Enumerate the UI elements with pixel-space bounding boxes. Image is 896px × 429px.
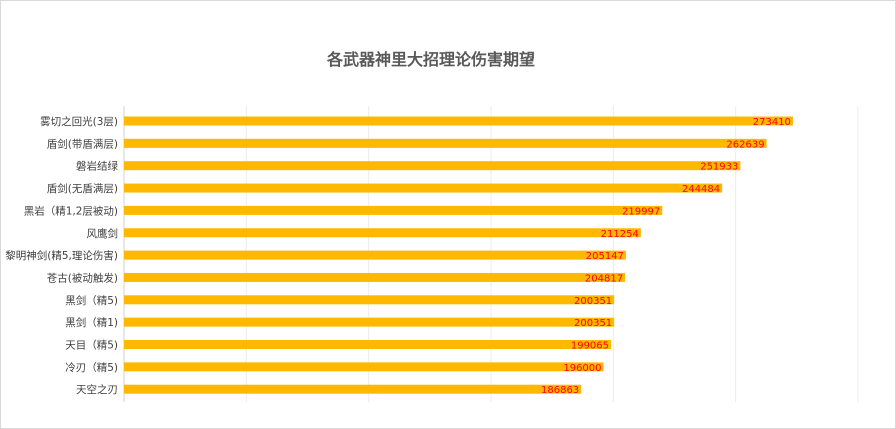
bar — [124, 183, 723, 193]
data-label: 244484 — [682, 184, 720, 195]
data-label: 200351 — [574, 296, 612, 307]
data-label: 262639 — [726, 139, 764, 150]
category-label: 磐岩结绿 — [76, 160, 118, 173]
bar — [124, 362, 604, 372]
bar — [124, 161, 741, 171]
data-label: 211254 — [601, 229, 639, 240]
category-label: 黑剑（精1) — [65, 316, 118, 329]
category-label: 风鹰剑 — [87, 227, 119, 240]
bar — [124, 116, 793, 126]
category-label: 黎明神剑(精5,理论伤害) — [5, 249, 118, 262]
data-label: 200351 — [574, 318, 612, 329]
category-label: 盾剑(带盾满层) — [47, 137, 118, 150]
data-label: 251933 — [700, 162, 738, 173]
data-label: 204817 — [585, 273, 623, 284]
bar — [124, 317, 615, 327]
category-label: 雾切之回光(3层) — [40, 115, 118, 128]
bar — [124, 138, 767, 148]
data-label: 219997 — [622, 206, 660, 217]
category-label: 天目（精5) — [65, 339, 118, 352]
bars — [124, 116, 793, 394]
data-labels: 273410 262639 251933 244484 219997 211254 2051… — [541, 117, 791, 396]
bar — [124, 250, 626, 260]
bar — [124, 205, 663, 215]
data-label: 273410 — [753, 117, 791, 128]
data-label: 205147 — [586, 251, 624, 262]
category-label: 黑剑（精5) — [65, 294, 118, 307]
data-label: 196000 — [563, 363, 601, 374]
bar — [124, 228, 641, 238]
category-label: 苍古(被动触发) — [47, 271, 118, 284]
bar — [124, 272, 626, 282]
bar — [124, 340, 612, 349]
category-label: 盾剑(无盾满层) — [47, 182, 118, 195]
data-label: 186863 — [541, 385, 579, 396]
chart-title: 各武器神里大招理论伤害期望 — [326, 50, 535, 69]
category-label: 黑岩（精1,2层被动) — [24, 204, 118, 217]
data-label: 199065 — [571, 341, 609, 352]
bar — [124, 295, 615, 305]
category-label: 冷刃（精5) — [65, 361, 118, 374]
category-label: 天空之刃 — [76, 383, 118, 396]
bar — [124, 384, 582, 394]
